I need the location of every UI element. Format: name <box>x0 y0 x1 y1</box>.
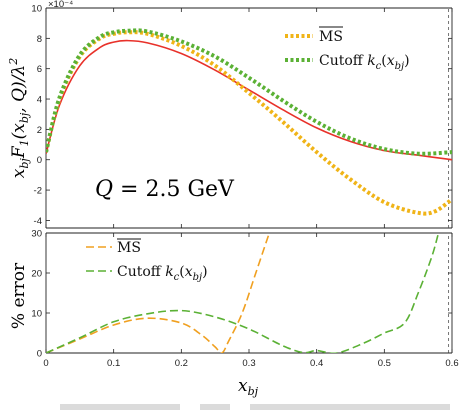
bottom-legend: MS Cutoff kc(xbj) <box>86 238 208 283</box>
x-tick-label: 0 <box>43 358 48 369</box>
y-tick-label: -2 <box>34 186 42 197</box>
legend2-cutoff-label: Cutoff kc(xbj) <box>117 264 208 283</box>
y-tick-label: 2 <box>37 125 42 136</box>
series-group <box>46 233 440 353</box>
x-tick-label: 0.4 <box>310 358 323 369</box>
x-tick-label: 0.2 <box>175 358 188 369</box>
legend2-ms-label: MS <box>117 240 141 256</box>
y-tick-label: 30 <box>31 229 42 240</box>
x-tick-label: 0.6 <box>445 358 458 369</box>
y-tick-label: 0 <box>37 349 42 360</box>
legend-ms-label: MS <box>319 29 343 45</box>
series-line-cutoff-k-c-x-bj- <box>46 28 452 156</box>
bottom-ylabel: % error <box>9 262 29 329</box>
y-tick-label: 10 <box>31 309 42 320</box>
x-tick-label: 0.3 <box>242 358 255 369</box>
series-line-reference <box>46 39 452 161</box>
series-line-cutoff-k-c-x-bj- <box>46 233 440 353</box>
x-tick-label: 0.1 <box>107 358 120 369</box>
y-tick-label: 20 <box>31 269 42 280</box>
y-tick-label: 0 <box>37 155 42 166</box>
series-group <box>46 28 452 216</box>
x-tick-label: 0.5 <box>378 358 391 369</box>
bottom-panel: 0 10 20 30 0 0.1 0.2 0.3 0.4 0.5 0.6 <box>31 229 458 370</box>
xlabel: xbj <box>238 376 259 398</box>
y-tick-label: 10 <box>31 4 42 15</box>
top-ylabel: xbjF1(xbj, Q)/λ2 <box>7 58 31 178</box>
legend-cutoff-label: Cutoff kc(xbj) <box>319 53 410 72</box>
top-legend: MS Cutoff kc(xbj) <box>285 26 410 72</box>
y-exponent: ×10⁻⁴ <box>48 0 73 10</box>
annotation-q: Q = 2.5 GeV <box>95 177 235 202</box>
y-tick-label: 8 <box>37 34 42 45</box>
y-tick-label: 6 <box>37 64 42 75</box>
series-line-ms <box>46 233 271 353</box>
caption-fragment <box>60 404 450 410</box>
y-tick-label: -4 <box>34 216 42 227</box>
y-tick-label: 4 <box>37 95 42 106</box>
top-panel: -4 -2 0 2 4 6 8 10 <box>31 4 453 229</box>
